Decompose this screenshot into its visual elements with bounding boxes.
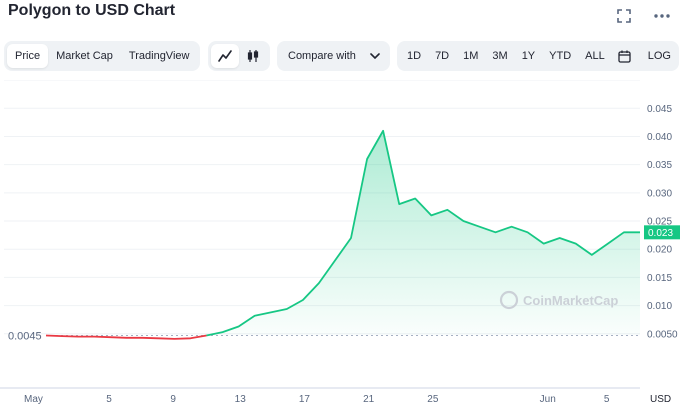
compare-dropdown[interactable]: Compare with [277, 41, 390, 71]
x-tick-label: 5 [604, 394, 610, 405]
price-chart: CoinMarketCap 0.0450.0400.0350.0300.0250… [0, 80, 680, 405]
compare-label: Compare with [288, 50, 356, 62]
view-tabs: Price Market Cap TradingView [4, 41, 200, 71]
range-all[interactable]: ALL [585, 50, 605, 62]
coinmarketcap-logo-icon [499, 290, 519, 310]
candlestick-icon[interactable] [239, 44, 267, 68]
watermark-text: CoinMarketCap [523, 293, 618, 308]
x-tick-label: 13 [235, 394, 247, 405]
y-axis: 0.045 0.040 0.035 0.030 0.025 0.020 0.015 0.010… [647, 104, 678, 341]
line-chart-icon[interactable] [211, 44, 239, 68]
price-line-down [45, 334, 207, 340]
chart-type-toggle [208, 41, 270, 71]
range-1y[interactable]: 1Y [521, 50, 536, 62]
range-1d[interactable]: 1D [407, 50, 422, 62]
y-tick-label: 0.010 [647, 301, 672, 312]
tab-tradingview[interactable]: TradingView [128, 50, 190, 62]
x-tick-label: 21 [363, 394, 375, 405]
current-price-label: 0.023 [648, 228, 673, 239]
price-line-up [206, 129, 640, 337]
price-area [206, 130, 640, 336]
y-tick-label: 0.020 [647, 245, 672, 256]
x-tick-label: 5 [106, 394, 112, 405]
range-1m[interactable]: 1M [463, 50, 479, 62]
y-tick-label: 0.035 [647, 160, 672, 171]
axis-unit-label: USD [650, 394, 671, 405]
range-7d[interactable]: 7D [435, 50, 450, 62]
y-tick-label: 0.015 [647, 273, 672, 284]
log-scale-button[interactable]: LOG [647, 50, 671, 62]
range-ytd[interactable]: YTD [549, 50, 572, 62]
calendar-icon[interactable] [612, 44, 637, 68]
fullscreen-icon[interactable] [614, 8, 634, 24]
time-range-selector: 1D 7D 1M 3M 1Y YTD ALL LOG [397, 41, 679, 71]
coinmarketcap-watermark: CoinMarketCap [499, 290, 618, 310]
y-tick-label: 0.040 [647, 132, 672, 143]
current-price-badge: 0.023 [644, 225, 680, 240]
x-tick-label: 17 [299, 394, 311, 405]
x-tick-label: 9 [170, 394, 176, 405]
y-tick-label: 0.025 [647, 217, 672, 228]
y-tick-label: 0.045 [647, 104, 672, 115]
range-3m[interactable]: 3M [492, 50, 508, 62]
x-tick-label: Jun [540, 394, 556, 405]
page-title: Polygon to USD Chart [8, 2, 176, 19]
more-icon[interactable] [652, 8, 672, 24]
tab-market-cap[interactable]: Market Cap [56, 50, 113, 62]
x-tick-label: May [24, 394, 43, 405]
chevron-down-icon [370, 53, 380, 59]
y-tick-label: 0.0050 [647, 329, 678, 340]
x-tick-label: 25 [427, 394, 439, 405]
y-tick-label: 0.030 [647, 188, 672, 199]
x-axis: May 5 9 13 17 21 25 Jun 5 [0, 387, 640, 405]
compare-select[interactable]: Compare with [280, 44, 387, 68]
start-price-label: 0.0045 [8, 331, 42, 343]
tab-price[interactable]: Price [7, 44, 49, 68]
